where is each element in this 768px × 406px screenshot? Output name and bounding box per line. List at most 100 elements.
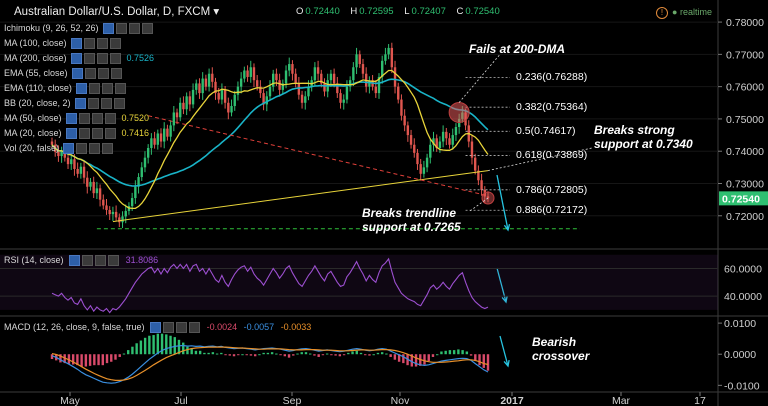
indicator-buttons[interactable]: [65, 113, 116, 124]
candle-body: [153, 138, 156, 145]
indicator-buttons[interactable]: [70, 53, 121, 64]
chart-title[interactable]: Australian Dollar/U.S. Dollar, D, FXCM ▾: [14, 6, 220, 18]
add-icon[interactable]: [95, 255, 107, 267]
indicator-buttons[interactable]: [75, 83, 126, 94]
rsi-legend[interactable]: RSI (14, close) 31.8086: [4, 255, 158, 267]
close-icon[interactable]: [104, 113, 116, 124]
add-icon[interactable]: [101, 83, 113, 94]
add-icon[interactable]: [96, 38, 108, 49]
macd-buttons[interactable]: [150, 322, 201, 334]
macd-histogram-bar: [211, 352, 215, 355]
macd-histogram-bar: [97, 354, 100, 366]
indicator-value: 0.7416: [121, 128, 150, 138]
indicator-buttons[interactable]: [63, 143, 114, 154]
close-icon[interactable]: [189, 322, 201, 334]
settings-icon[interactable]: [83, 38, 95, 49]
indicator-buttons[interactable]: [65, 128, 116, 139]
indicator-buttons[interactable]: [71, 68, 122, 79]
settings-icon[interactable]: [115, 23, 127, 34]
ma200-line: [51, 78, 489, 187]
close-icon[interactable]: [102, 143, 114, 154]
indicator-row[interactable]: Ichimoku (9, 26, 52, 26): [4, 22, 153, 35]
eye-icon[interactable]: [70, 38, 82, 49]
eye-icon[interactable]: [74, 98, 86, 109]
indicator-buttons[interactable]: [70, 38, 121, 49]
indicator-row[interactable]: Vol (20, false): [4, 142, 114, 155]
candle-body: [393, 67, 397, 87]
macd-histogram-bar: [118, 354, 121, 357]
ohlc-l-key: L: [404, 6, 410, 17]
settings-icon[interactable]: [83, 53, 95, 64]
eye-icon[interactable]: [102, 23, 114, 34]
add-icon[interactable]: [91, 113, 103, 124]
close-icon[interactable]: [110, 68, 122, 79]
eye-icon[interactable]: [65, 113, 77, 124]
price-tick-label: 0.77000: [726, 49, 764, 61]
last-price-tag: [719, 191, 768, 206]
candle-body: [239, 78, 243, 87]
close-icon[interactable]: [108, 255, 120, 267]
indicator-row[interactable]: BB (20, close, 2): [4, 97, 125, 110]
indicator-row[interactable]: MA (200, close) 0.7526: [4, 52, 154, 65]
macd-histogram-bar: [351, 351, 354, 355]
settings-icon[interactable]: [88, 83, 100, 94]
price-tick-label: 0.75000: [726, 114, 764, 126]
eye-icon[interactable]: [65, 128, 77, 139]
macd-histogram-bar: [262, 352, 265, 355]
rsi-buttons[interactable]: [69, 255, 120, 267]
candle-body: [486, 196, 490, 199]
eye-icon[interactable]: [63, 143, 75, 154]
candle-body: [316, 67, 320, 74]
eye-icon[interactable]: [70, 53, 82, 64]
indicator-row[interactable]: MA (100, close): [4, 37, 121, 50]
add-icon[interactable]: [97, 68, 109, 79]
candle-body: [175, 112, 179, 118]
close-icon[interactable]: [109, 53, 121, 64]
close-icon[interactable]: [114, 83, 126, 94]
add-icon[interactable]: [100, 98, 112, 109]
add-icon[interactable]: [176, 322, 188, 334]
settings-icon[interactable]: [84, 68, 96, 79]
macd-histogram-bar: [131, 346, 134, 355]
candle-body: [361, 64, 365, 74]
macd-legend[interactable]: MACD (12, 26, close, 9, false, true) -0.…: [4, 322, 311, 334]
eye-icon[interactable]: [75, 83, 87, 94]
candle-body: [211, 73, 214, 82]
close-icon[interactable]: [113, 98, 125, 109]
settings-icon[interactable]: [78, 113, 90, 124]
eye-icon[interactable]: [71, 68, 83, 79]
add-icon[interactable]: [91, 128, 103, 139]
candle-body: [207, 73, 211, 87]
indicator-row[interactable]: MA (50, close) 0.7520: [4, 112, 149, 125]
warning-icon[interactable]: !: [656, 7, 668, 19]
settings-icon[interactable]: [87, 98, 99, 109]
settings-icon[interactable]: [78, 128, 90, 139]
indicator-row[interactable]: MA (20, close) 0.7416: [4, 127, 149, 140]
settings-icon[interactable]: [76, 143, 88, 154]
indicator-buttons[interactable]: [74, 98, 125, 109]
candle-body: [179, 102, 182, 118]
indicator-row[interactable]: EMA (110, close): [4, 82, 126, 95]
close-icon[interactable]: [104, 128, 116, 139]
add-icon[interactable]: [96, 53, 108, 64]
macd-histogram-bar: [376, 352, 380, 355]
settings-icon[interactable]: [163, 322, 175, 334]
candle-body: [79, 166, 83, 174]
candle-body: [323, 83, 326, 92]
add-icon[interactable]: [89, 143, 101, 154]
candle-body: [304, 96, 307, 103]
eye-icon[interactable]: [150, 322, 162, 334]
realtime-status[interactable]: ! ● realtime: [656, 7, 712, 19]
eye-icon[interactable]: [69, 255, 81, 267]
settings-icon[interactable]: [82, 255, 94, 267]
close-icon[interactable]: [109, 38, 121, 49]
candle-body: [169, 125, 172, 137]
macd-histogram-bar: [402, 354, 405, 364]
macd-histogram-bar: [194, 350, 198, 355]
indicator-row[interactable]: EMA (55, close): [4, 67, 122, 80]
indicator-buttons[interactable]: [102, 23, 153, 34]
close-icon[interactable]: [141, 23, 153, 34]
fib-label: 0.618(0.73869): [516, 149, 588, 162]
time-tick-label: 2017: [500, 395, 524, 406]
add-icon[interactable]: [128, 23, 140, 34]
